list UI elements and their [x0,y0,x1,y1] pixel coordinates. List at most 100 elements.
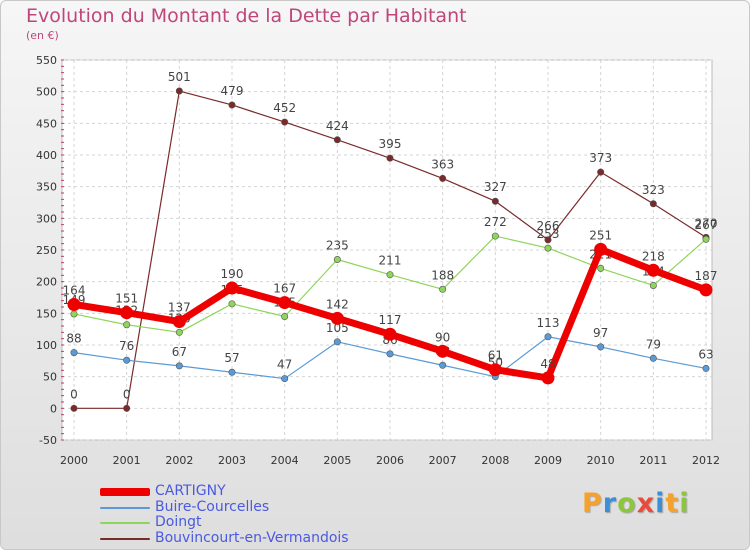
data-label: 0 [70,387,78,401]
chart-legend: CARTIGNY Buire-Courcelles Doingt Bouvincour… [100,483,400,547]
logo-letter: x [636,488,656,519]
x-tick-label: 2008 [481,454,509,467]
data-point [649,200,657,208]
y-tick-label: 450 [36,117,57,130]
data-label: 79 [646,337,661,351]
legend-label: CARTIGNY [155,483,226,499]
data-point [491,197,499,205]
data-point [70,310,78,318]
data-point [436,344,450,358]
legend-item: Buire-Courcelles [100,499,400,516]
data-point [597,168,605,176]
y-tick-label: 50 [43,371,57,384]
data-point [702,235,710,243]
data-point [333,338,341,346]
y-tick-label: 300 [36,212,57,225]
chart-title: Evolution du Montant de la Dette par Hab… [26,5,467,27]
data-point [544,244,552,252]
x-tick-label: 2011 [639,454,667,467]
data-point [281,118,289,126]
y-tick-label: -50 [39,434,57,447]
data-label: 188 [431,268,454,282]
logo-letter: P [582,488,603,519]
data-point [120,306,134,320]
logo-letter: o [617,488,637,519]
y-tick-label: 500 [36,86,57,99]
data-point [175,362,183,370]
data-point [649,281,657,289]
data-point [386,350,394,358]
data-point [439,361,447,369]
y-tick-label: 0 [50,402,57,415]
data-label: 117 [379,313,402,327]
legend-swatch [100,522,150,524]
legend-item: Bouvincourt-en-Vermandois [100,529,400,547]
data-label: 424 [326,119,349,133]
x-tick-label: 2012 [692,454,720,467]
logo-letter: i [655,488,666,519]
data-label: 190 [221,267,244,281]
data-point [70,404,78,412]
legend-swatch [100,506,150,509]
data-label: 105 [326,321,349,335]
data-label: 323 [642,183,665,197]
data-point [175,328,183,336]
data-point [333,255,341,263]
data-point [225,281,239,295]
legend-swatch [100,488,150,496]
data-label: 67 [172,345,187,359]
y-tick-label: 400 [36,149,57,162]
y-tick-label: 100 [36,339,57,352]
data-label: 48 [540,357,555,371]
data-point [228,300,236,308]
data-point [333,136,341,144]
data-label: 363 [431,157,454,171]
data-label: 267 [695,218,718,232]
data-point [172,315,186,329]
chart-subtitle: (en €) [26,29,59,42]
data-label: 251 [589,228,612,242]
data-point [278,296,292,310]
data-label: 61 [488,349,503,363]
legend-item: CARTIGNY [100,483,400,500]
data-label: 479 [221,84,244,98]
logo-letter: r [602,488,618,519]
x-tick-label: 2004 [271,454,299,467]
logo-letter: i [679,488,690,519]
data-point [702,364,710,372]
data-point [386,271,394,279]
data-label: 266 [537,219,560,233]
data-point [439,285,447,293]
data-point [70,349,78,357]
data-label: 395 [379,137,402,151]
data-label: 211 [379,254,402,268]
legend-label: Bouvincourt-en-Vermandois [155,529,349,546]
data-label: 88 [66,332,81,346]
data-point [699,283,713,297]
data-label: 0 [123,387,131,401]
proxiti-logo: Proxiti [582,488,690,519]
x-tick-label: 2001 [113,454,141,467]
data-point [491,232,499,240]
data-point [594,242,608,256]
data-point [228,368,236,376]
x-tick-label: 2010 [587,454,615,467]
data-point [544,236,552,244]
y-tick-label: 350 [36,181,57,194]
data-label: 113 [537,316,560,330]
data-point [597,264,605,272]
data-point [649,354,657,362]
data-label: 164 [63,283,86,297]
x-tick-label: 2002 [165,454,193,467]
data-label: 97 [593,326,608,340]
data-point [541,371,555,385]
x-tick-label: 2005 [323,454,351,467]
data-label: 373 [589,151,612,165]
data-point [544,333,552,341]
data-point [386,154,394,162]
data-point [439,174,447,182]
data-label: 235 [326,239,349,253]
data-label: 501 [168,70,191,84]
data-label: 63 [698,347,713,361]
